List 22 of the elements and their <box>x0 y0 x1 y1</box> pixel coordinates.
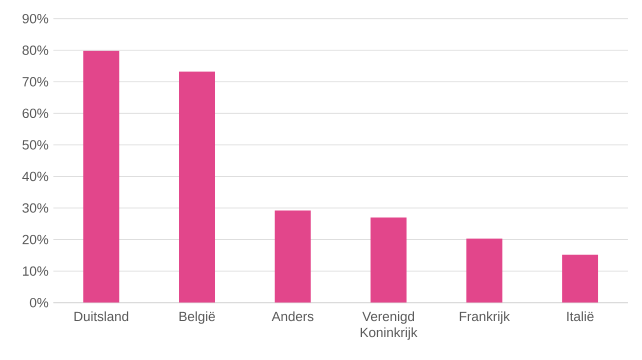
x-tick-label: Frankrijk <box>460 311 510 324</box>
y-tick-label: 90% <box>22 14 48 24</box>
y-tick-label: 30% <box>22 203 48 213</box>
y-tick-label: 40% <box>22 172 48 182</box>
y-tick-label: 80% <box>22 46 48 55</box>
x-tick-label: Anders <box>272 311 314 322</box>
y-tick-label: 20% <box>22 234 48 244</box>
bar <box>370 217 407 303</box>
x-tick-label: België <box>180 311 215 324</box>
y-tick-label: 10% <box>22 266 48 276</box>
bar <box>83 50 120 303</box>
y-tick-label: 0% <box>30 298 48 308</box>
y-tick-label: 50% <box>22 140 48 150</box>
y-tick-label: 70% <box>22 77 48 86</box>
bar <box>466 238 502 303</box>
bar <box>179 72 216 303</box>
x-tick-label: Duitsland <box>74 311 128 322</box>
bar <box>562 254 598 303</box>
x-tick-label: Verenigd Koninkrijk <box>360 311 418 340</box>
bar <box>274 210 311 303</box>
y-tick-label: 60% <box>22 108 48 118</box>
x-tick-label: Italië <box>567 311 594 322</box>
